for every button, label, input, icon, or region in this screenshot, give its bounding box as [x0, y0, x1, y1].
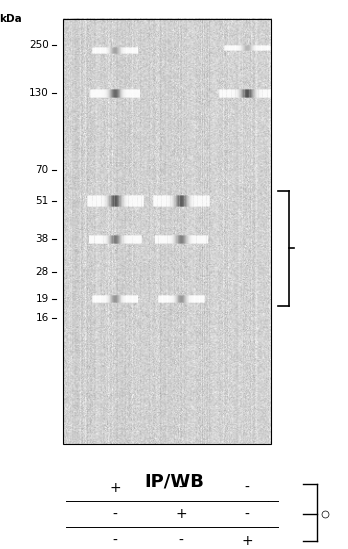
Text: +: + [175, 507, 187, 522]
Text: 130: 130 [29, 88, 49, 98]
Text: 19: 19 [35, 294, 49, 304]
Text: 16: 16 [35, 312, 49, 323]
Text: IP/WB: IP/WB [144, 473, 204, 491]
Text: 70: 70 [35, 165, 49, 175]
Text: kDa: kDa [0, 14, 22, 24]
Bar [63, 19, 271, 444]
Text: 250: 250 [29, 41, 49, 51]
Text: 38: 38 [35, 234, 49, 244]
Text: 51: 51 [35, 195, 49, 206]
Text: 28: 28 [35, 267, 49, 277]
Text: -: - [179, 534, 183, 548]
Text: -: - [179, 480, 183, 495]
Text: -: - [112, 507, 117, 522]
Text: +: + [109, 480, 121, 495]
Text: -: - [245, 480, 250, 495]
Text: +: + [241, 534, 253, 548]
Text: -: - [245, 507, 250, 522]
Text: -: - [112, 534, 117, 548]
